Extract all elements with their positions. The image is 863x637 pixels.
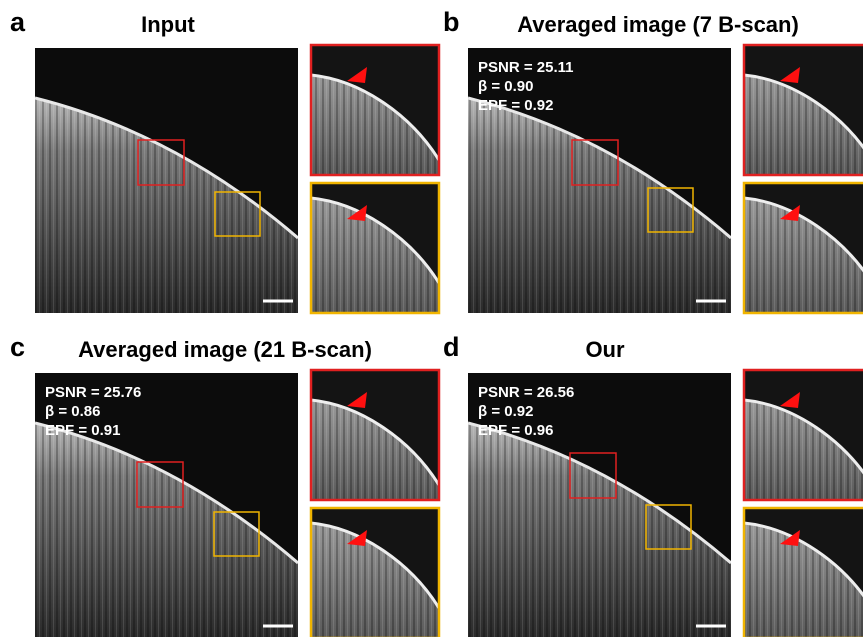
metric: EPF = 0.92 [478, 97, 553, 114]
panel-letter: d [443, 332, 460, 362]
panel-letter: b [443, 7, 460, 37]
panel-letter: a [10, 7, 26, 37]
metric: β = 0.90 [478, 78, 533, 95]
metric: PSNR = 25.11 [478, 59, 573, 76]
metric: β = 0.86 [45, 403, 100, 420]
zoom-inset [311, 508, 439, 637]
zoom-inset [744, 370, 863, 500]
panel-title: Averaged image (7 B-scan) [517, 12, 799, 37]
panel: c Averaged image (21 B-scan) PSNR = 25.76 β… [10, 332, 439, 637]
metric: PSNR = 25.76 [45, 384, 141, 401]
zoom-inset [744, 45, 863, 175]
panel-letter: c [10, 332, 25, 362]
zoom-inset [311, 370, 439, 500]
panel: a Input [10, 7, 439, 313]
panel: d Our PSNR = 26.56 β = 0.92 EPF = 0.96 [443, 332, 863, 637]
zoom-inset [744, 183, 863, 313]
panel-title: Averaged image (21 B-scan) [78, 337, 372, 362]
zoom-inset [744, 508, 863, 637]
panel: b Averaged image (7 B-scan) PSNR = 25.11 β … [443, 7, 863, 313]
figure: a Input b Averaged image (7 B-scan) PSNR = 2… [0, 0, 863, 637]
metric: EPF = 0.96 [478, 422, 553, 439]
panel-title: Input [141, 12, 195, 37]
metric: EPF = 0.91 [45, 422, 120, 439]
metric: PSNR = 26.56 [478, 384, 574, 401]
metric: β = 0.92 [478, 403, 533, 420]
zoom-inset [311, 45, 439, 175]
oct-image [35, 48, 298, 313]
zoom-inset [311, 183, 439, 313]
panel-title: Our [585, 337, 625, 362]
page: a Input b Averaged image (7 B-scan) PSNR = 2… [0, 0, 863, 637]
